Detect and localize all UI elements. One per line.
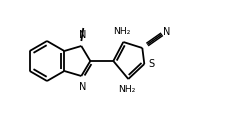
Text: N: N [79, 82, 86, 92]
Text: N: N [163, 27, 171, 37]
Text: NH₂: NH₂ [118, 85, 135, 94]
Text: N: N [79, 31, 86, 40]
Text: NH₂: NH₂ [113, 26, 130, 36]
Text: S: S [148, 59, 154, 69]
